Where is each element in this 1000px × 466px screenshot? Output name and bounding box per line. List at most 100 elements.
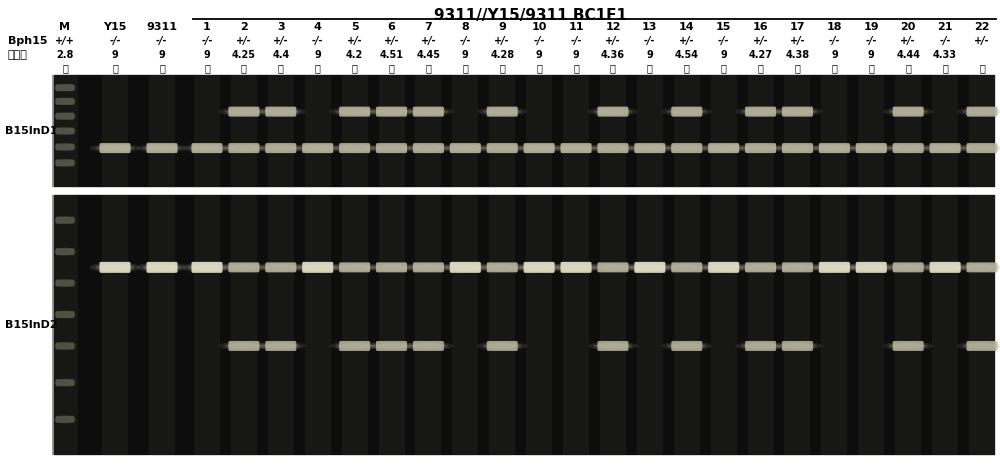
Ellipse shape (957, 342, 1000, 350)
Bar (784, 195, 810, 455)
Bar (821, 75, 847, 187)
Ellipse shape (815, 263, 854, 271)
Ellipse shape (265, 145, 297, 151)
Ellipse shape (403, 342, 454, 350)
Ellipse shape (889, 144, 928, 151)
Text: -/-: -/- (201, 36, 213, 46)
Bar (932, 195, 958, 455)
Text: 抗: 抗 (278, 63, 284, 73)
Ellipse shape (477, 342, 527, 350)
Text: 13: 13 (642, 22, 658, 32)
Ellipse shape (412, 343, 445, 349)
Text: 9: 9 (720, 50, 727, 60)
Text: Y15: Y15 (103, 22, 127, 32)
Text: +/-: +/- (900, 36, 916, 46)
Ellipse shape (54, 159, 76, 166)
Ellipse shape (852, 263, 891, 271)
Text: 9311: 9311 (146, 22, 178, 32)
Ellipse shape (735, 144, 786, 152)
Ellipse shape (372, 343, 411, 350)
Ellipse shape (708, 264, 740, 271)
FancyBboxPatch shape (597, 262, 628, 272)
Bar (748, 75, 774, 187)
Bar (563, 75, 589, 187)
FancyBboxPatch shape (100, 262, 130, 273)
Text: 9: 9 (314, 50, 321, 60)
Ellipse shape (556, 144, 596, 151)
Text: 6: 6 (388, 22, 395, 32)
Ellipse shape (957, 144, 1000, 152)
FancyBboxPatch shape (893, 143, 924, 153)
Ellipse shape (477, 263, 527, 272)
Ellipse shape (671, 145, 703, 151)
Ellipse shape (593, 343, 633, 350)
Text: 9: 9 (112, 50, 118, 60)
Ellipse shape (137, 144, 187, 152)
Text: 感: 感 (831, 63, 837, 73)
Text: -/-: -/- (866, 36, 877, 46)
Text: 4.27: 4.27 (749, 50, 773, 60)
FancyBboxPatch shape (413, 107, 444, 116)
Text: +/+: +/+ (55, 36, 75, 46)
Ellipse shape (54, 415, 76, 423)
Ellipse shape (339, 145, 371, 151)
Bar (53, 194, 996, 456)
Ellipse shape (962, 144, 1000, 151)
Ellipse shape (265, 109, 297, 115)
Text: 抗: 抗 (684, 63, 690, 73)
FancyBboxPatch shape (966, 341, 998, 351)
Text: 4.54: 4.54 (675, 50, 699, 60)
FancyBboxPatch shape (561, 262, 592, 273)
Ellipse shape (855, 264, 887, 271)
Ellipse shape (846, 144, 896, 152)
Ellipse shape (809, 144, 860, 152)
FancyBboxPatch shape (450, 143, 481, 153)
Ellipse shape (597, 109, 629, 115)
Text: 抗: 抗 (499, 63, 505, 73)
FancyBboxPatch shape (265, 262, 296, 272)
Ellipse shape (514, 262, 564, 273)
Text: 21: 21 (937, 22, 953, 32)
Ellipse shape (962, 108, 1000, 115)
Ellipse shape (741, 144, 780, 151)
Ellipse shape (778, 264, 817, 271)
Ellipse shape (182, 262, 232, 273)
Ellipse shape (597, 145, 629, 151)
Ellipse shape (440, 262, 491, 273)
Ellipse shape (588, 342, 638, 350)
Ellipse shape (256, 263, 306, 272)
Ellipse shape (409, 343, 448, 350)
Ellipse shape (957, 263, 1000, 272)
Text: -/-: -/- (312, 36, 323, 46)
Ellipse shape (335, 144, 374, 151)
Ellipse shape (339, 109, 371, 115)
FancyBboxPatch shape (56, 144, 74, 151)
Text: 抗: 抗 (352, 63, 358, 73)
Ellipse shape (366, 107, 417, 116)
Ellipse shape (892, 109, 924, 115)
Text: 感: 感 (315, 63, 321, 73)
Ellipse shape (329, 263, 380, 272)
Ellipse shape (90, 144, 140, 152)
Ellipse shape (486, 343, 518, 349)
FancyBboxPatch shape (487, 341, 518, 351)
Bar (674, 195, 700, 455)
Text: 感: 感 (868, 63, 874, 73)
Ellipse shape (99, 264, 131, 271)
FancyBboxPatch shape (100, 143, 130, 153)
Ellipse shape (662, 342, 712, 350)
Ellipse shape (966, 265, 998, 270)
FancyBboxPatch shape (228, 143, 259, 153)
Ellipse shape (920, 144, 970, 152)
Ellipse shape (182, 144, 232, 152)
Bar (858, 195, 884, 455)
Ellipse shape (449, 264, 481, 271)
FancyBboxPatch shape (56, 248, 74, 255)
Bar (231, 75, 257, 187)
Text: 9: 9 (204, 50, 210, 60)
FancyBboxPatch shape (487, 143, 518, 153)
Bar (268, 195, 294, 455)
FancyBboxPatch shape (819, 143, 850, 153)
Text: 9: 9 (573, 50, 579, 60)
Text: 4.28: 4.28 (490, 50, 514, 60)
